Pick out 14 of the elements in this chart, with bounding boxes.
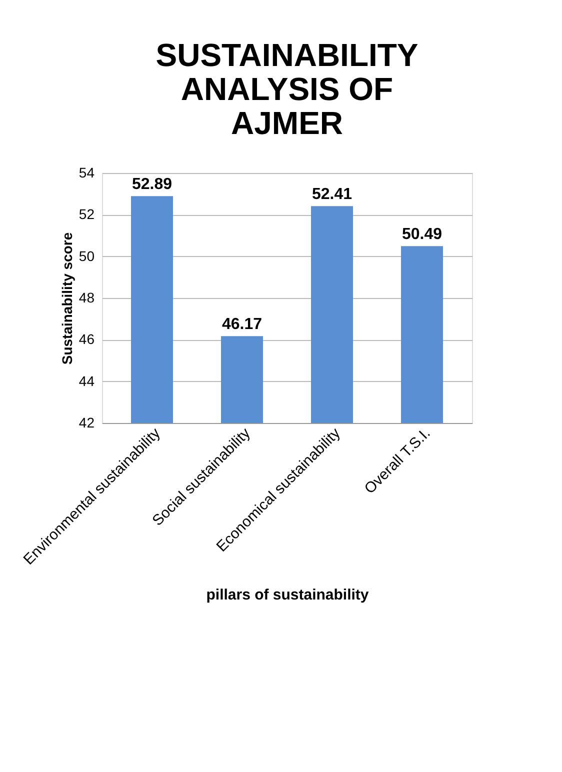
- y-axis-title: Sustainability score: [58, 232, 75, 365]
- data-label: 52.89: [132, 176, 172, 194]
- data-label: 50.49: [402, 226, 442, 244]
- y-tick-label: 48: [78, 290, 95, 306]
- data-label: 46.17: [222, 316, 262, 334]
- y-tick-label: 44: [78, 372, 95, 389]
- y-tick-label: 42: [78, 414, 95, 430]
- y-tick-label: 46: [78, 331, 95, 348]
- chart-title: SUSTAINABILITY ANALYSIS OF AJMER: [156, 37, 418, 141]
- y-tick-label: 52: [78, 206, 95, 222]
- x-axis-title: pillars of sustainability: [206, 586, 370, 604]
- data-label: 52.41: [312, 186, 352, 204]
- y-tick-label: 54: [78, 164, 95, 180]
- y-tick-label: 50: [78, 248, 95, 264]
